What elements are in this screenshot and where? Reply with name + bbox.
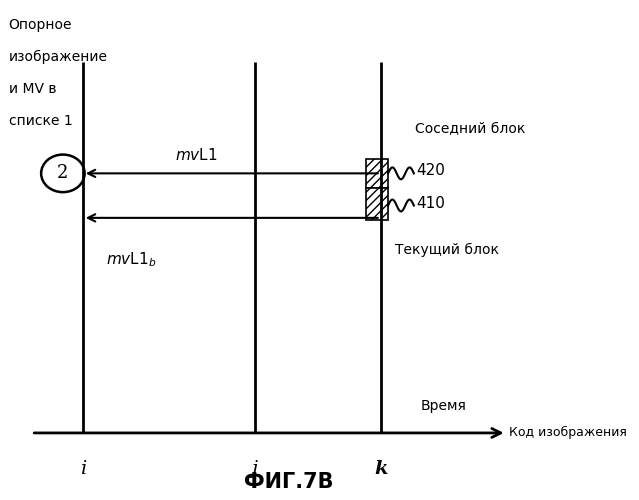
Text: Код изображения: Код изображения xyxy=(509,426,627,440)
Text: $\mathit{mv}$L1: $\mathit{mv}$L1 xyxy=(174,148,217,164)
Text: Текущий блок: Текущий блок xyxy=(395,242,499,256)
Text: i: i xyxy=(80,460,86,478)
Bar xyxy=(366,158,388,188)
Text: Время: Время xyxy=(420,399,466,413)
Text: изображение: изображение xyxy=(8,50,107,64)
Text: k: k xyxy=(374,460,387,478)
Text: j: j xyxy=(252,460,258,478)
Text: Соседний блок: Соседний блок xyxy=(415,122,525,136)
Text: Опорное: Опорное xyxy=(8,18,72,32)
Text: $\mathit{mv}$L1$_b$: $\mathit{mv}$L1$_b$ xyxy=(106,250,157,268)
Text: и MV в: и MV в xyxy=(8,82,56,96)
Text: ФИГ.7В: ФИГ.7В xyxy=(244,472,334,492)
Text: списке 1: списке 1 xyxy=(8,114,72,128)
Text: 2: 2 xyxy=(58,164,68,182)
Bar xyxy=(366,188,388,220)
Text: 420: 420 xyxy=(417,164,445,178)
Text: 410: 410 xyxy=(417,196,445,210)
